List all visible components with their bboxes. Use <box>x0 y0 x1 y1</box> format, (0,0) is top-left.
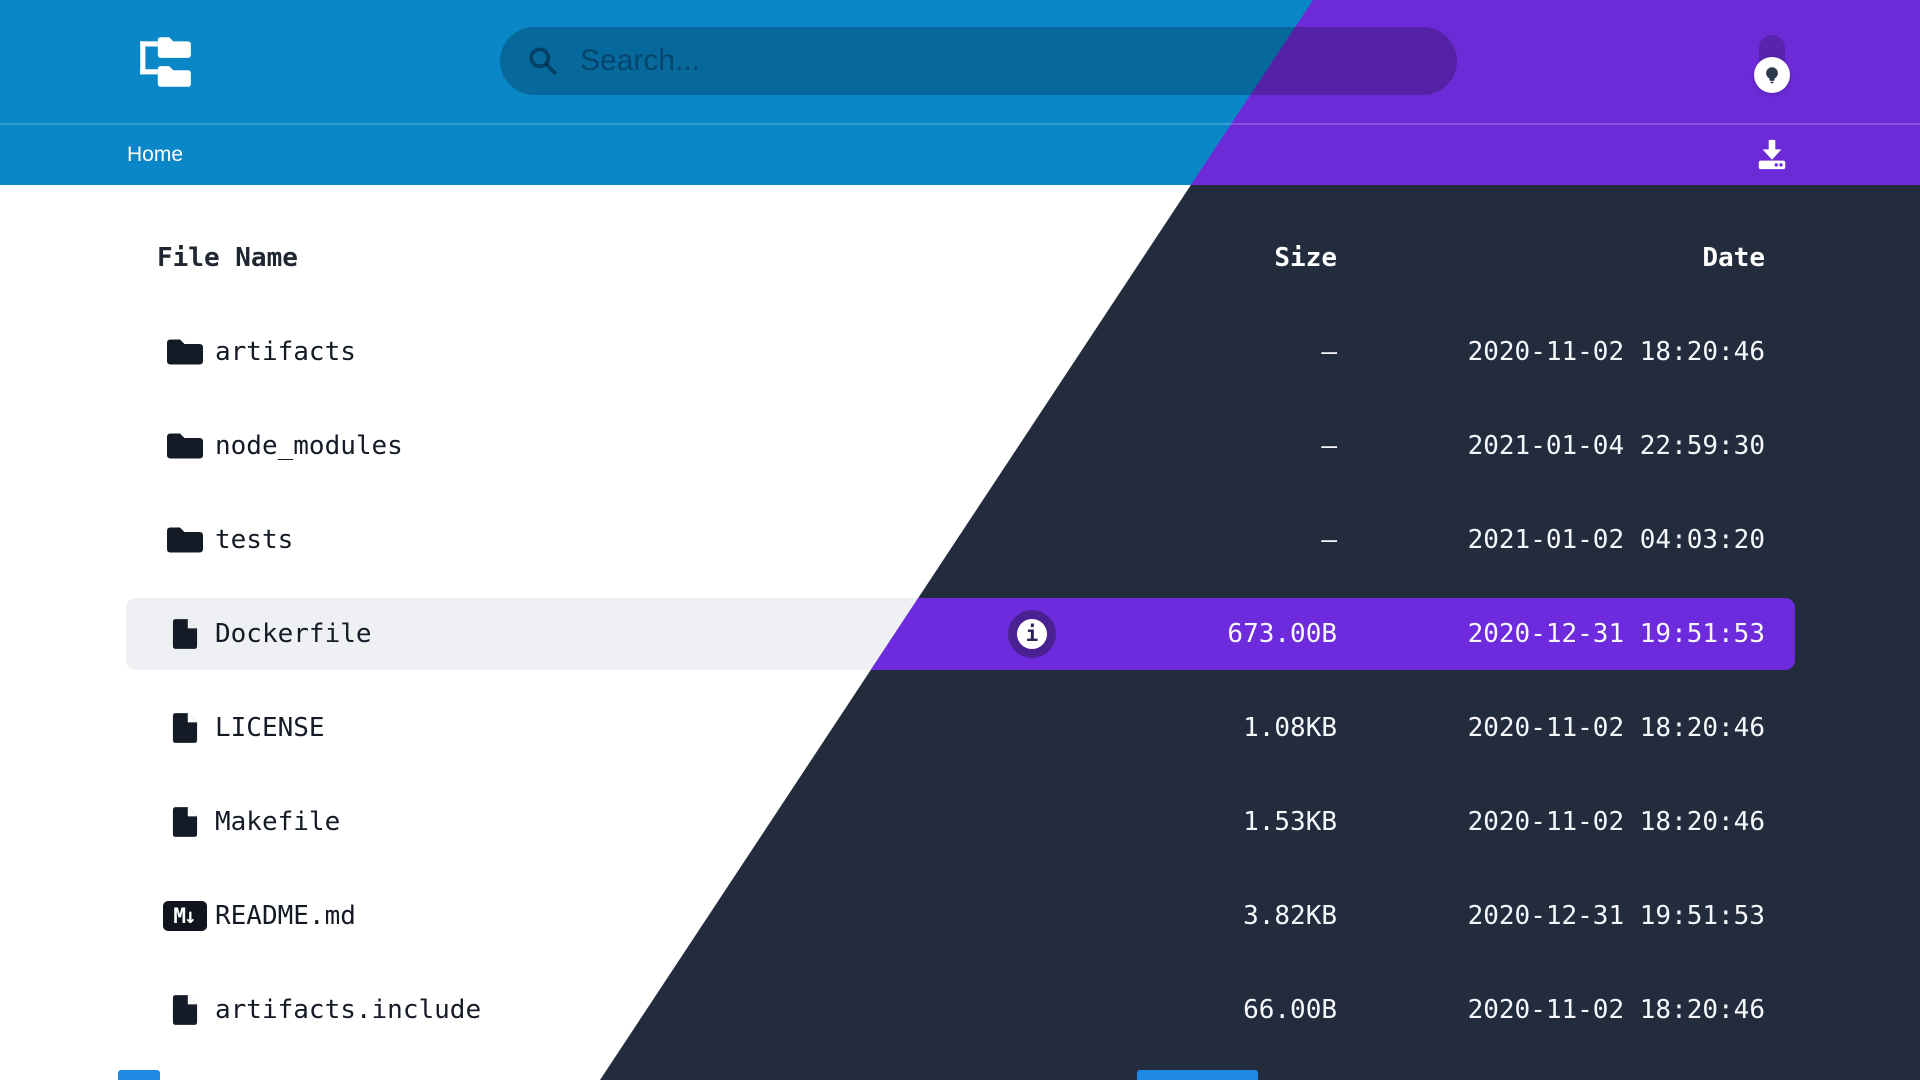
file-date-cell: 2020-11-02 18:20:46 <box>1467 713 1765 743</box>
file-type-icon-slot <box>163 430 207 462</box>
file-date-cell: 2020-12-31 19:51:53 <box>1467 619 1765 649</box>
toggle-knob <box>1754 57 1790 93</box>
file-date-cell: 2020-11-02 18:20:46 <box>1467 807 1765 837</box>
file-name-label: node_modules <box>215 431 403 461</box>
file-size-cell: 1.08KB <box>1243 713 1337 743</box>
table-row[interactable]: tests — 2021-01-02 04:03:20 i <box>600 493 1920 587</box>
file-type-icon-slot <box>163 712 207 744</box>
column-header-name[interactable]: File Name <box>157 243 298 273</box>
file-date-cell: 2021-01-02 04:03:20 <box>1467 525 1765 555</box>
file-icon <box>172 995 198 1025</box>
file-name-label: Dockerfile <box>215 619 372 649</box>
folder-tree-logo-icon <box>140 37 191 87</box>
file-name-cell: node_modules <box>163 399 403 493</box>
file-size-cell: 1.53KB <box>1243 807 1337 837</box>
file-name-cell: LICENSE <box>163 681 325 775</box>
file-size-cell: — <box>1321 525 1337 555</box>
markdown-icon: M↓ <box>163 901 207 931</box>
file-date-cell: 2020-12-31 19:51:53 <box>1467 901 1765 931</box>
column-header-date[interactable]: Date <box>1702 243 1765 273</box>
file-size-cell: — <box>1321 431 1337 461</box>
table-row[interactable]: node_modules — 2021-01-04 22:59:30 i <box>600 399 1920 493</box>
file-date-cell: 2020-11-02 18:20:46 <box>1467 337 1765 367</box>
download-button[interactable] <box>1753 136 1791 174</box>
file-size-cell: 3.82KB <box>1243 901 1337 931</box>
download-icon <box>1758 139 1786 170</box>
table-row[interactable]: artifacts.include 66.00B 2020-11-02 18:2… <box>600 963 1920 1057</box>
app-logo-link[interactable] <box>133 33 195 91</box>
table-header-row: File Name Size Date <box>600 211 1920 305</box>
file-name-cell: Makefile <box>163 775 340 869</box>
file-date-cell: 2020-11-02 18:20:46 <box>1467 995 1765 1025</box>
file-type-icon-slot <box>163 336 207 368</box>
file-date-cell: 2021-01-04 22:59:30 <box>1467 431 1765 461</box>
file-size-cell: — <box>1321 337 1337 367</box>
info-icon: i <box>1017 619 1047 649</box>
table-row[interactable]: LICENSE 1.08KB 2020-11-02 18:20:46 i <box>600 681 1920 775</box>
search-icon <box>529 47 557 75</box>
file-name-cell: M↓ README.md <box>163 869 356 963</box>
column-header-size[interactable]: Size <box>1274 243 1337 273</box>
file-name-cell: artifacts.include <box>163 963 481 1057</box>
file-name-label: artifacts.include <box>215 995 482 1025</box>
file-name-label: tests <box>215 525 294 555</box>
file-size-cell: 673.00B <box>1227 619 1337 649</box>
file-icon <box>172 713 198 743</box>
file-type-icon-slot: M↓ <box>163 901 207 931</box>
breadcrumb-home[interactable]: Home <box>127 143 184 166</box>
partial-row-highlight-right <box>1137 1070 1258 1080</box>
file-name-label: LICENSE <box>215 713 325 743</box>
file-name-label: Makefile <box>215 807 341 837</box>
table-row[interactable]: M↓ README.md 3.82KB 2020-12-31 19:51:53 … <box>600 869 1920 963</box>
file-type-icon-slot <box>163 524 207 556</box>
file-name-cell: tests <box>163 493 293 587</box>
file-name-cell: Dockerfile <box>163 587 372 681</box>
folder-icon <box>167 433 203 459</box>
theme-toggle[interactable] <box>1752 33 1792 97</box>
file-icon <box>172 807 198 837</box>
file-type-icon-slot <box>163 806 207 838</box>
file-type-icon-slot <box>163 994 207 1026</box>
table-row[interactable]: artifacts — 2020-11-02 18:20:46 i <box>600 305 1920 399</box>
partial-row-highlight-left <box>118 1070 160 1080</box>
file-name-label: README.md <box>215 901 356 931</box>
file-name-label: artifacts <box>215 337 356 367</box>
lightbulb-icon <box>1766 67 1778 84</box>
file-icon <box>172 619 198 649</box>
file-type-icon-slot <box>163 618 207 650</box>
folder-icon <box>167 339 203 365</box>
info-button[interactable]: i <box>1008 610 1056 658</box>
file-size-cell: 66.00B <box>1243 995 1337 1025</box>
table-row[interactable]: Makefile 1.53KB 2020-11-02 18:20:46 i <box>600 775 1920 869</box>
folder-icon <box>167 527 203 553</box>
file-name-cell: artifacts <box>163 305 356 399</box>
